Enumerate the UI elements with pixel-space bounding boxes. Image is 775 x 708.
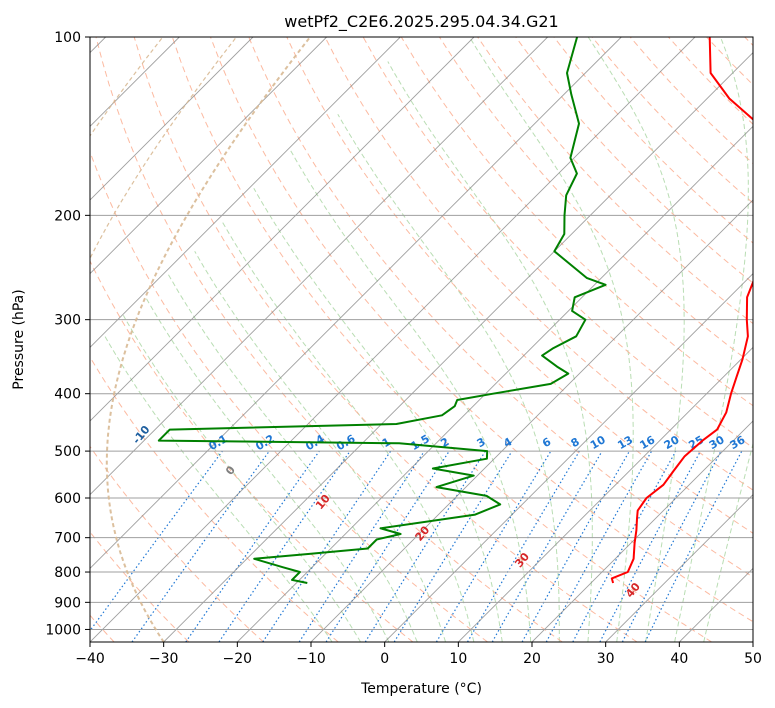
isotherm-line	[605, 494, 753, 642]
x-tick-label: 50	[744, 651, 762, 667]
isotherm-line	[90, 37, 475, 422]
x-axis-ticks: −40 −30 −20 −10 0 10 20 30 40 50	[75, 642, 762, 667]
dewpoint-profile-line	[157, 37, 607, 584]
accent-dashed-curve	[105, 37, 311, 642]
isotherm-line	[237, 125, 753, 642]
moist-adiabat-line	[104, 336, 333, 642]
moist-adiabat-line	[387, 61, 593, 642]
x-tick-label: −20	[223, 651, 253, 667]
moist-adiabat-line	[337, 113, 560, 642]
isotherm-line	[163, 52, 753, 642]
x-tick-label: 10	[449, 651, 467, 667]
y-tick-label: 1000	[45, 622, 81, 638]
y-tick-label: 900	[54, 595, 81, 611]
isotherm-line	[90, 37, 696, 642]
mixing-ratio-line	[298, 450, 425, 642]
dry-adiabat-line	[210, 37, 753, 623]
y-tick-label: 500	[54, 444, 81, 460]
x-tick-label: 0	[380, 651, 389, 667]
dry-adiabat-line	[171, 37, 712, 642]
isotherm-line	[90, 37, 401, 348]
mixing-ratio-line	[325, 450, 450, 642]
y-tick-label: 200	[54, 208, 81, 224]
moist-adiabat-line	[587, 37, 685, 642]
dry-adiabat-line	[133, 37, 638, 642]
isotherm-line	[90, 37, 327, 275]
y-tick-label: 300	[54, 313, 81, 329]
mixing-ratio-line	[90, 450, 223, 632]
isotherm-line	[90, 37, 548, 496]
isotherms	[90, 37, 753, 642]
isotherm-line	[90, 37, 622, 569]
dry-adiabat-line	[90, 259, 414, 642]
x-tick-label: −10	[296, 651, 326, 667]
x-tick-label: −30	[149, 651, 179, 667]
isotherm-line	[90, 37, 254, 201]
moist-adiabat-line	[194, 251, 446, 642]
isotherm-line	[384, 273, 753, 642]
dry-adiabat-line	[90, 445, 264, 642]
dry-adiabat-line	[324, 37, 753, 491]
x-axis-label: Temperature (°C)	[360, 681, 482, 697]
plot-frame	[89, 36, 754, 643]
y-axis-label: Pressure (hPa)	[11, 289, 27, 389]
mixing-ratio-line	[185, 450, 320, 642]
y-tick-label: 100	[54, 30, 81, 46]
isobars	[90, 37, 753, 630]
temperature-profile-line	[610, 37, 753, 584]
moist-adiabat-line	[166, 272, 418, 642]
y-tick-label: 400	[54, 387, 81, 403]
mixing-ratio-line	[521, 450, 631, 642]
dry-adiabat-line	[286, 37, 753, 534]
x-tick-label: 30	[597, 651, 615, 667]
mixing-ratio-line	[262, 450, 392, 642]
isotherm-line	[310, 199, 753, 642]
dry-adiabat-line	[515, 37, 753, 284]
profile-series	[157, 37, 753, 584]
moist-adiabat-line	[674, 37, 749, 642]
dry-adiabat-line	[90, 356, 339, 642]
mixing-ratio-line	[131, 450, 270, 642]
mixing-ratio-line	[218, 450, 351, 642]
mixing-ratio-lines	[90, 450, 743, 642]
y-axis-ticks: 100 200 300 400 500 600 700 800 900 1000	[45, 30, 90, 638]
x-tick-label: 40	[670, 651, 688, 667]
y-tick-label: 700	[54, 531, 81, 547]
y-tick-label: 800	[54, 565, 81, 581]
accent-curves	[90, 37, 311, 642]
x-tick-label: −40	[75, 651, 105, 667]
moist-adiabat-line	[253, 187, 503, 642]
chart-title: wetPf2_C2E6.2025.295.04.34.G21	[284, 12, 558, 32]
dry-adiabat-line	[248, 37, 753, 578]
dry-adiabat-line	[95, 37, 563, 642]
mixing-ratio-line	[393, 450, 513, 642]
isotherm-line	[531, 420, 753, 642]
mixing-ratio-line	[572, 450, 677, 642]
moist-adiabat-line	[221, 221, 475, 642]
dry-adiabats	[90, 37, 753, 642]
x-tick-label: 20	[523, 651, 541, 667]
mixing-ratio-line	[545, 450, 653, 642]
mixing-ratio-line	[644, 450, 743, 642]
moist-adiabat-line	[703, 441, 753, 642]
y-tick-label: 600	[54, 491, 81, 507]
moist-adiabat-line	[145, 297, 390, 642]
isotherm-line	[458, 346, 753, 642]
